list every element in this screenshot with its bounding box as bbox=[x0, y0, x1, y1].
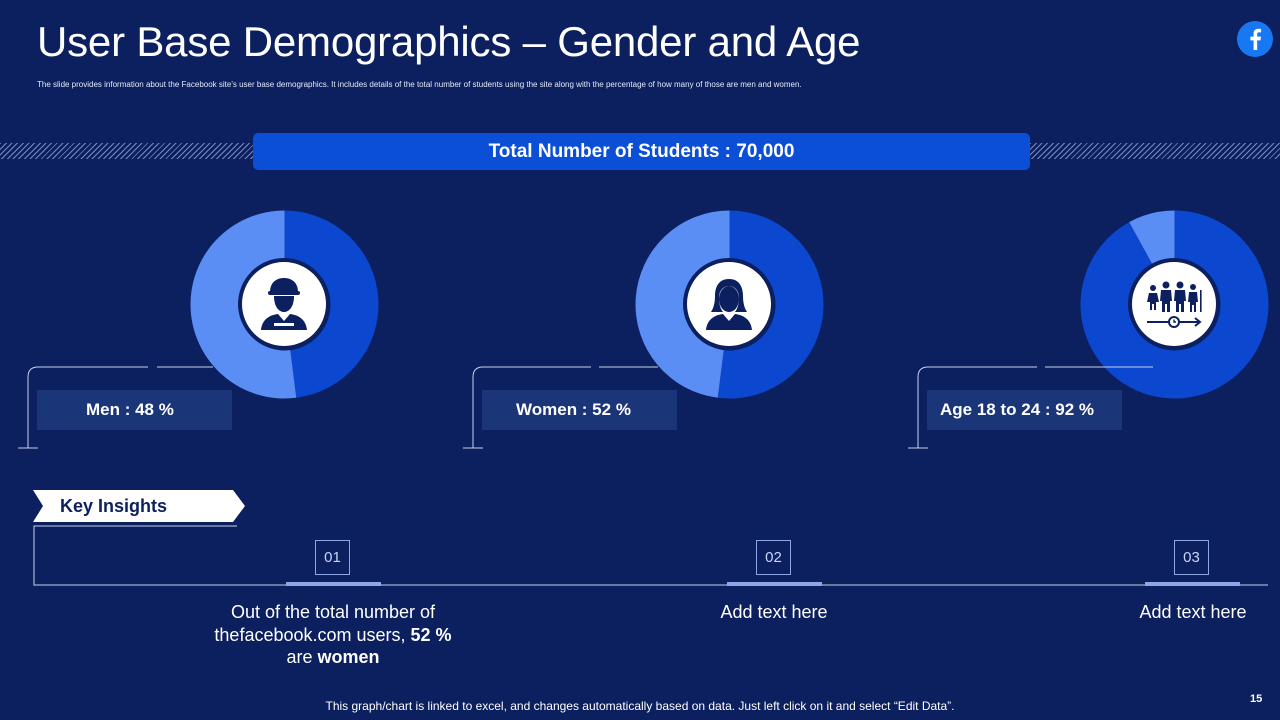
insights-frame-line bbox=[33, 525, 1268, 586]
women-stat-label: Women : 52 % bbox=[482, 390, 677, 430]
page-title: User Base Demographics – Gender and Age bbox=[37, 18, 861, 65]
woman-icon bbox=[706, 279, 752, 330]
slice-rest bbox=[635, 210, 730, 398]
women-icon-circle bbox=[683, 258, 775, 350]
slice-value bbox=[1080, 210, 1269, 399]
men-icon-circle bbox=[238, 258, 330, 350]
key-insights-tab bbox=[33, 490, 245, 522]
total-students-banner: Total Number of Students : 70,000 bbox=[253, 133, 1030, 170]
slice-value bbox=[284, 210, 379, 398]
age-label-connector bbox=[908, 366, 1153, 449]
slices-group bbox=[1080, 210, 1269, 399]
man-icon bbox=[261, 278, 307, 330]
key-insights-heading: Key Insights bbox=[60, 496, 168, 516]
page-number: 15 bbox=[1250, 693, 1263, 705]
insight-tick-03 bbox=[1145, 582, 1240, 586]
page-subtitle: The slide provides information about the… bbox=[37, 80, 802, 89]
slice-value bbox=[717, 210, 824, 399]
facebook-logo-icon bbox=[1237, 21, 1273, 57]
donut-chart-women bbox=[635, 210, 824, 399]
footer-note: This graph/chart is linked to excel, and… bbox=[325, 699, 955, 713]
insight-text-03: Add text here bbox=[1139, 602, 1247, 622]
hatch-decoration-left bbox=[0, 143, 253, 159]
age-stat-label: Age 18 to 24 : 92 % bbox=[927, 390, 1122, 430]
hatch-decoration-right bbox=[1030, 143, 1280, 159]
donut-chart-age bbox=[1080, 210, 1269, 399]
men-label-connector bbox=[18, 366, 213, 449]
men-stat-label: Men : 48 % bbox=[37, 390, 232, 430]
age-group-icon bbox=[1147, 281, 1202, 328]
women-label-connector bbox=[463, 366, 658, 449]
slice-rest bbox=[190, 210, 297, 399]
slices-group bbox=[635, 210, 824, 399]
insight-number-01: 01 bbox=[315, 540, 350, 575]
age-icon-circle bbox=[1128, 258, 1220, 350]
insight-number-02: 02 bbox=[756, 540, 791, 575]
insight-number-03: 03 bbox=[1174, 540, 1209, 575]
slice-rest bbox=[1129, 210, 1175, 265]
insight-tick-01 bbox=[286, 582, 381, 586]
insight-tick-02 bbox=[727, 582, 822, 586]
donut-chart-men bbox=[190, 210, 379, 399]
insight-text-02: Add text here bbox=[720, 602, 828, 622]
insight-text-01: Out of the total number of thefacebook.c… bbox=[214, 602, 452, 667]
slices-group bbox=[190, 210, 379, 399]
